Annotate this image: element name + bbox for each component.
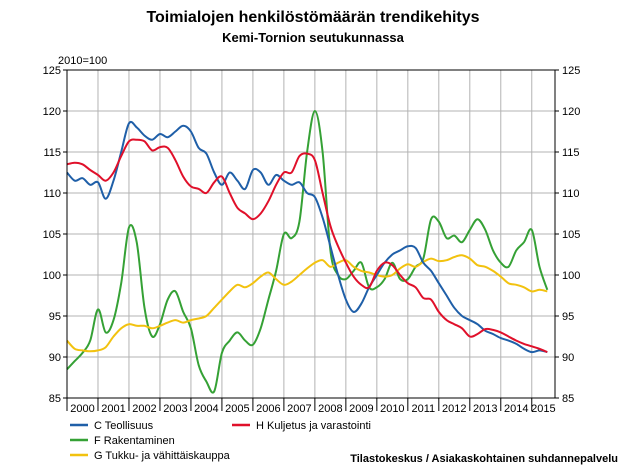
legend-label-c: C Teollisuus [94, 420, 154, 432]
series-line-f [66, 110, 549, 394]
x-tick-label: 2006 [256, 403, 280, 415]
legend-label-h: H Kuljetus ja varastointi [256, 420, 371, 432]
x-tick-label: 2011 [411, 403, 435, 415]
x-tick-label: 2005 [225, 403, 249, 415]
y-tick-label-left: 120 [43, 106, 61, 118]
x-tick-label: 2008 [318, 403, 342, 415]
x-tick-label: 2013 [473, 403, 497, 415]
legend: C Teollisuus F Rakentaminen G Tukku- ja vä… [70, 420, 371, 462]
x-tick-label: 2000 [70, 403, 94, 415]
series-lines [66, 110, 549, 394]
y-tick-label-right: 110 [562, 188, 580, 200]
y-tick-label-right: 85 [562, 393, 574, 405]
y-tick-label-left: 125 [43, 65, 61, 77]
y-tick-label-right: 120 [562, 106, 580, 118]
y-tick-label-right: 100 [562, 270, 580, 282]
axis-ticks: 85 85 90 90 95 95 100 100 105 105 110 110 115 115 120 1… [43, 65, 581, 415]
x-tick-label: 2014 [504, 403, 528, 415]
x-tick-label: 2009 [349, 403, 373, 415]
series-line-h [66, 138, 548, 354]
y-tick-label-left: 100 [43, 270, 61, 282]
x-tick-label: 2010 [380, 403, 404, 415]
y-axis-label: 2010=100 [58, 55, 107, 67]
y-tick-label-left: 95 [49, 311, 61, 323]
chart-title: Toimialojen henkilöstömäärän trendikehit… [146, 9, 479, 26]
source-note: Tilastokeskus / Asiakaskohtainen suhdann… [350, 453, 618, 465]
y-tick-label-right: 115 [562, 147, 580, 159]
y-tick-label-right: 95 [562, 311, 574, 323]
x-tick-label: 2002 [132, 403, 156, 415]
x-tick-label: 2012 [442, 403, 466, 415]
y-tick-label-left: 90 [49, 352, 61, 364]
y-tick-label-left: 105 [43, 229, 61, 241]
chart-subtitle: Kemi-Tornion seutukunnassa [222, 30, 405, 45]
x-tick-label: 2015 [531, 403, 555, 415]
series-line-c [66, 120, 548, 354]
y-tick-label-left: 85 [49, 393, 61, 405]
y-tick-label-right: 125 [562, 65, 580, 77]
y-tick-label-left: 110 [43, 188, 61, 200]
y-tick-label-left: 115 [43, 147, 61, 159]
legend-label-f: F Rakentaminen [94, 435, 175, 447]
series-line-g [66, 254, 548, 353]
y-tick-label-right: 90 [562, 352, 574, 364]
x-tick-label: 2003 [163, 403, 187, 415]
legend-label-g: G Tukku- ja vähittäiskauppa [94, 450, 231, 462]
y-tick-label-right: 105 [562, 229, 580, 241]
x-tick-label: 2007 [287, 403, 311, 415]
x-tick-label: 2001 [101, 403, 125, 415]
x-tick-label: 2004 [194, 403, 218, 415]
